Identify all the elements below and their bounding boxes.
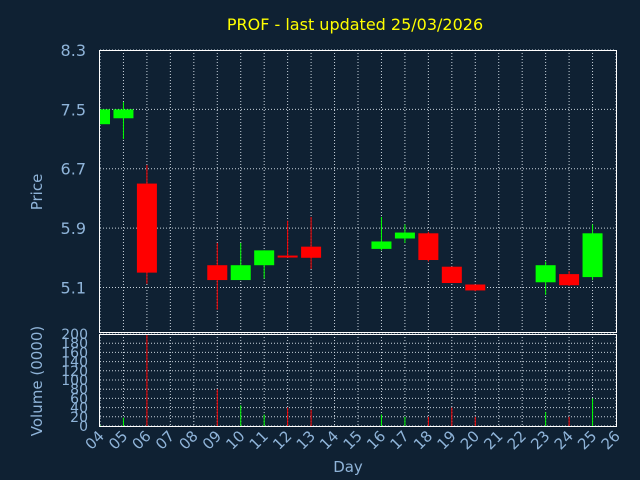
candle-body [582,233,603,278]
candle-body [559,274,580,286]
volume-axis-title: Volume (0000) [28,326,46,436]
volume-tick-label: 60 [70,391,88,407]
candle-body [113,109,134,119]
volume-tick-label: 140 [61,355,88,371]
volume-tick-label: 40 [70,401,88,417]
volume-bars [99,334,594,426]
price-tick-label: 7.5 [61,100,86,119]
price-tick-labels: 8.3 7.5 6.7 5.9 5.1 [61,41,86,297]
candle-body [418,233,439,261]
volume-tick-label: 0 [79,419,88,435]
candle-body [301,246,322,258]
candle-body [371,241,392,249]
price-axis-title: Price [28,174,46,211]
day-tick-labels: 0405060708091011121314151617181920212223… [82,427,624,453]
candle-body [207,265,228,281]
price-tick-label: 6.7 [61,160,86,179]
volume-panel-frame [99,334,617,427]
candle-body [254,250,275,266]
volume-tick-label: 180 [61,336,88,352]
volume-tick-label: 160 [61,345,88,361]
volume-tick-label: 100 [61,373,88,389]
chart-title: PROF - last updated 25/03/2026 [227,15,483,34]
x-axis-title: Day [333,458,363,476]
volume-tick-label: 20 [70,410,88,426]
price-grid [99,49,617,332]
candle-body [535,265,556,283]
candle-body [136,183,157,273]
candle-body [441,266,462,284]
candle-body [465,284,486,291]
price-tick-label: 8.3 [61,41,86,60]
volume-tick-label: 80 [70,382,88,398]
candle-body [100,109,110,125]
candles [99,101,603,310]
price-tick-label: 5.1 [61,278,86,297]
price-panel-frame [99,50,617,333]
volume-tick-label: 200 [61,327,88,343]
volume-tick-label: 120 [61,364,88,380]
candle-body [230,265,251,281]
candle-body [394,232,415,239]
candle-body [277,255,298,258]
volume-grid [99,333,617,427]
price-tick-label: 5.9 [61,219,86,238]
